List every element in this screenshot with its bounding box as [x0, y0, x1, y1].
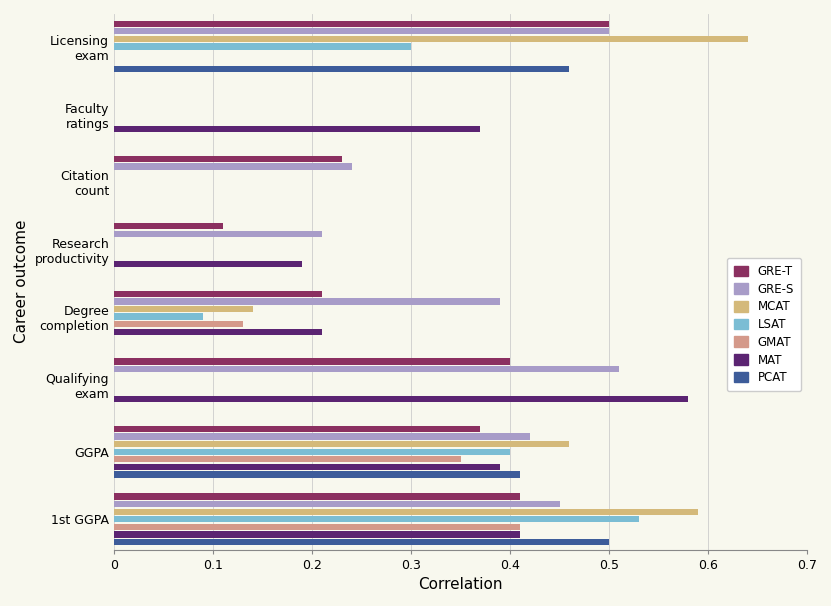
Bar [114, 508, 698, 514]
Bar [114, 291, 322, 297]
Bar [114, 321, 243, 327]
Bar [114, 66, 569, 72]
Bar [114, 28, 609, 35]
Bar [114, 456, 460, 462]
Bar [114, 524, 520, 530]
Bar [114, 366, 619, 372]
Bar [114, 464, 500, 470]
Bar [114, 441, 569, 447]
Bar [114, 163, 352, 170]
Bar [114, 44, 411, 50]
Bar [114, 396, 688, 402]
Bar [114, 539, 609, 545]
Bar [114, 313, 203, 320]
X-axis label: Correlation: Correlation [418, 577, 503, 592]
Y-axis label: Career outcome: Career outcome [14, 220, 29, 344]
Bar [114, 231, 322, 237]
Bar [114, 358, 510, 365]
Bar [114, 501, 559, 507]
Bar [114, 516, 639, 522]
Bar [114, 531, 520, 538]
Bar [114, 223, 223, 230]
Bar [114, 298, 500, 305]
Legend: GRE-T, GRE-S, MCAT, LSAT, GMAT, MAT, PCAT: GRE-T, GRE-S, MCAT, LSAT, GMAT, MAT, PCA… [727, 258, 801, 391]
Bar [114, 471, 520, 478]
Bar [114, 328, 322, 335]
Bar [114, 448, 510, 455]
Bar [114, 126, 480, 132]
Bar [114, 433, 530, 440]
Bar [114, 36, 748, 42]
Bar [114, 21, 609, 27]
Bar [114, 156, 342, 162]
Bar [114, 493, 520, 499]
Bar [114, 306, 253, 312]
Bar [114, 426, 480, 432]
Bar [114, 261, 302, 267]
